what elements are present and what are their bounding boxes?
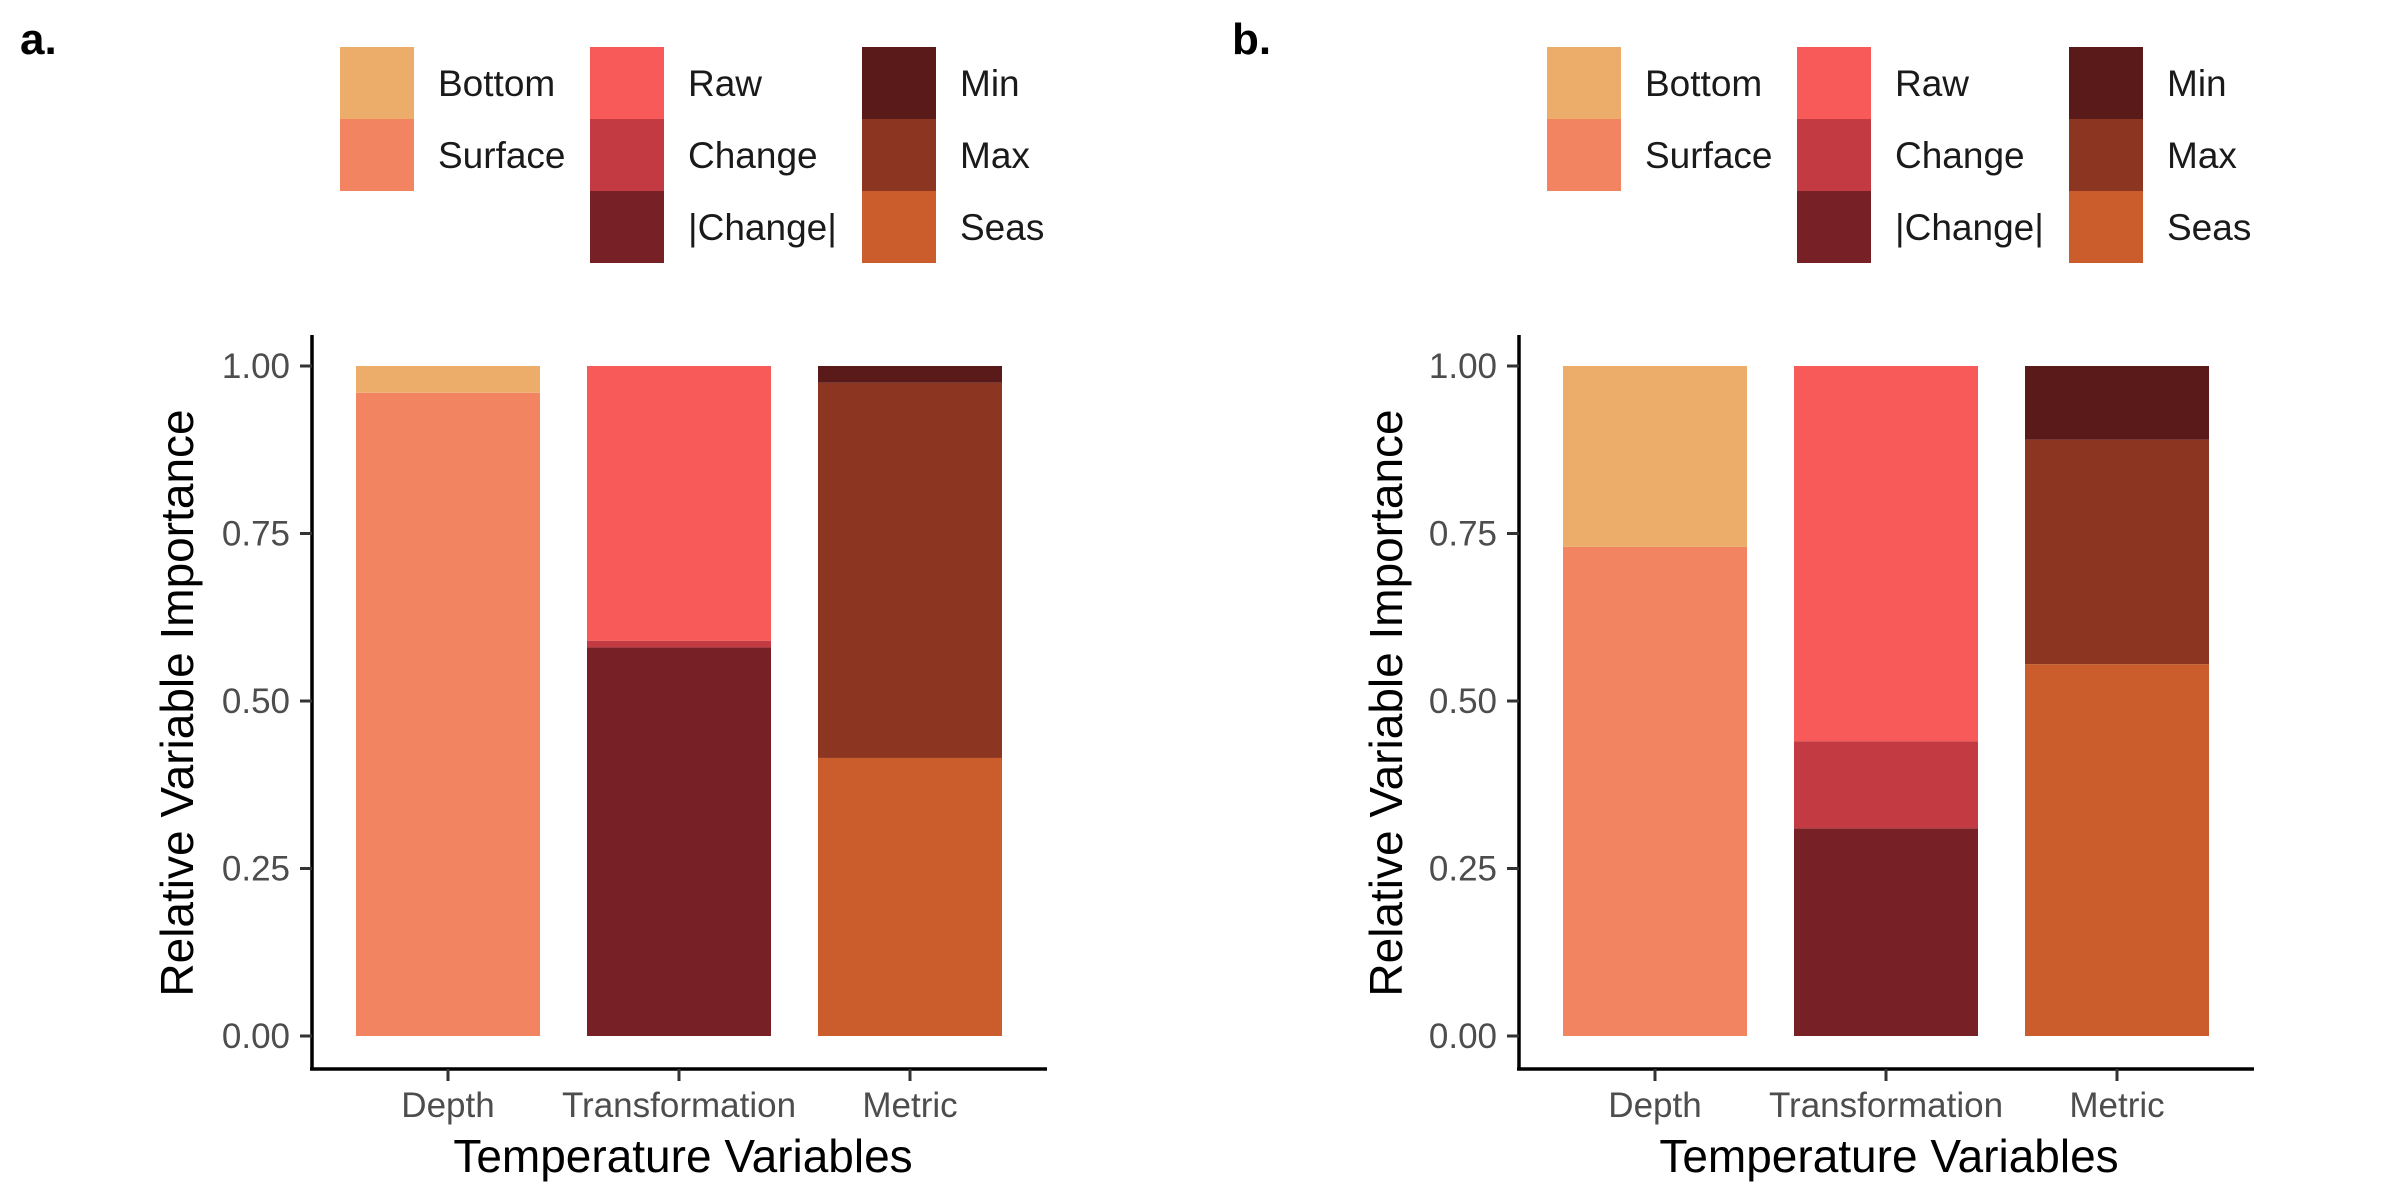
- legend-swatch-max-a: [862, 119, 936, 191]
- legend-label-change-a: Change: [688, 135, 818, 176]
- panel-label-b: b.: [1232, 15, 1271, 64]
- x-tick-label-transformation-a: Transformation: [562, 1086, 796, 1125]
- legend-swatch-change-a: [590, 119, 664, 191]
- legend-label-raw-b: Raw: [1895, 63, 1969, 104]
- legend-swatch-change-a: [590, 191, 664, 263]
- legend-label-surface-b: Surface: [1645, 135, 1773, 176]
- bar-segment-metric-max-a: [818, 382, 1002, 758]
- legend-label-change-a: |Change|: [688, 207, 837, 248]
- x-tick-label-depth-a: Depth: [401, 1086, 494, 1125]
- x-tick-label-metric-a: Metric: [862, 1086, 957, 1125]
- x-axis-title-a: Temperature Variables: [453, 1130, 912, 1182]
- x-tick-label-depth-b: Depth: [1608, 1086, 1701, 1125]
- y-axis-title-b: Relative Variable Importance: [1360, 409, 1412, 996]
- y-tick-label-1-00-a: 1.00: [222, 347, 290, 386]
- legend-label-raw-a: Raw: [688, 63, 762, 104]
- axes-a: 0.00 0.25 0.50 0.75 1.00 Depth Transformation M…: [222, 335, 1047, 1125]
- bar-segment-transformation-change-b: [1794, 741, 1978, 829]
- y-tick-label-1-00-b: 1.00: [1429, 347, 1497, 386]
- legend-label-change-b: Change: [1895, 135, 2025, 176]
- bars-a: [356, 366, 1002, 1036]
- y-tick-label-0-50-b: 0.50: [1429, 682, 1497, 721]
- x-axis-title-b: Temperature Variables: [1659, 1130, 2118, 1182]
- legend-swatch-seas-b: [2069, 191, 2143, 263]
- y-tick-label-0-25-a: 0.25: [222, 850, 290, 889]
- legend-swatch-bottom-b: [1547, 47, 1621, 119]
- legend-swatch-seas-a: [862, 191, 936, 263]
- x-tick-label-metric-b: Metric: [2069, 1086, 2164, 1125]
- bar-segment-metric-min-b: [2025, 366, 2209, 440]
- x-tick-label-transformation-b: Transformation: [1769, 1086, 2003, 1125]
- bar-segment-metric-min-a: [818, 366, 1002, 383]
- bar-segment-depth-surface-a: [356, 392, 540, 1036]
- legend-swatch-raw-a: [590, 47, 664, 119]
- legend-swatch-change-b: [1797, 191, 1871, 263]
- legend-swatch-max-b: [2069, 119, 2143, 191]
- y-tick-label-0-00-b: 0.00: [1429, 1017, 1497, 1056]
- legend-swatch-min-b: [2069, 47, 2143, 119]
- y-axis-title-a: Relative Variable Importance: [151, 409, 203, 996]
- bar-segment-transformation-change-a: [587, 647, 771, 1036]
- legend-b: Bottom Surface Raw Change |Change| Min Max Seas: [1547, 47, 2251, 263]
- legend-swatch-surface-a: [340, 119, 414, 191]
- legend-label-max-b: Max: [2167, 135, 2237, 176]
- legend-label-min-b: Min: [2167, 63, 2227, 104]
- bar-segment-transformation-change-a: [587, 640, 771, 648]
- legend-swatch-min-a: [862, 47, 936, 119]
- legend-label-max-a: Max: [960, 135, 1030, 176]
- panel-label-a: a.: [20, 15, 57, 64]
- axes-b: 0.00 0.25 0.50 0.75 1.00 Depth Transformation M…: [1429, 335, 2254, 1125]
- bars-b: [1563, 366, 2209, 1036]
- bar-segment-metric-max-b: [2025, 439, 2209, 665]
- legend-swatch-raw-b: [1797, 47, 1871, 119]
- legend-label-change-b: |Change|: [1895, 207, 2044, 248]
- bar-segment-transformation-change-b: [1794, 828, 1978, 1036]
- legend-label-seas-b: Seas: [2167, 207, 2251, 248]
- legend-label-bottom-a: Bottom: [438, 63, 555, 104]
- legend-label-seas-a: Seas: [960, 207, 1044, 248]
- y-tick-label-0-50-a: 0.50: [222, 682, 290, 721]
- legend-a: Bottom Surface Raw Change |Change| Min Max Seas: [340, 47, 1044, 263]
- y-tick-label-0-25-b: 0.25: [1429, 850, 1497, 889]
- legend-label-surface-a: Surface: [438, 135, 566, 176]
- legend-swatch-bottom-a: [340, 47, 414, 119]
- bar-segment-metric-seas-b: [2025, 664, 2209, 1036]
- panel-a: a. Bottom Surface Raw Change |Change| Min Max S…: [20, 15, 1047, 1182]
- bar-segment-depth-bottom-b: [1563, 366, 1747, 547]
- bar-segment-depth-surface-b: [1563, 546, 1747, 1036]
- y-tick-label-0-00-a: 0.00: [222, 1017, 290, 1056]
- legend-swatch-change-b: [1797, 119, 1871, 191]
- bar-segment-transformation-raw-b: [1794, 366, 1978, 742]
- bar-segment-metric-seas-a: [818, 757, 1002, 1036]
- bar-segment-depth-bottom-a: [356, 366, 540, 393]
- legend-swatch-surface-b: [1547, 119, 1621, 191]
- legend-label-min-a: Min: [960, 63, 1020, 104]
- panel-b: b. Bottom Surface Raw Change |Change| Min Max S…: [1232, 15, 2254, 1182]
- y-tick-label-0-75-b: 0.75: [1429, 515, 1497, 554]
- legend-label-bottom-b: Bottom: [1645, 63, 1762, 104]
- y-tick-label-0-75-a: 0.75: [222, 515, 290, 554]
- bar-segment-transformation-raw-a: [587, 366, 771, 641]
